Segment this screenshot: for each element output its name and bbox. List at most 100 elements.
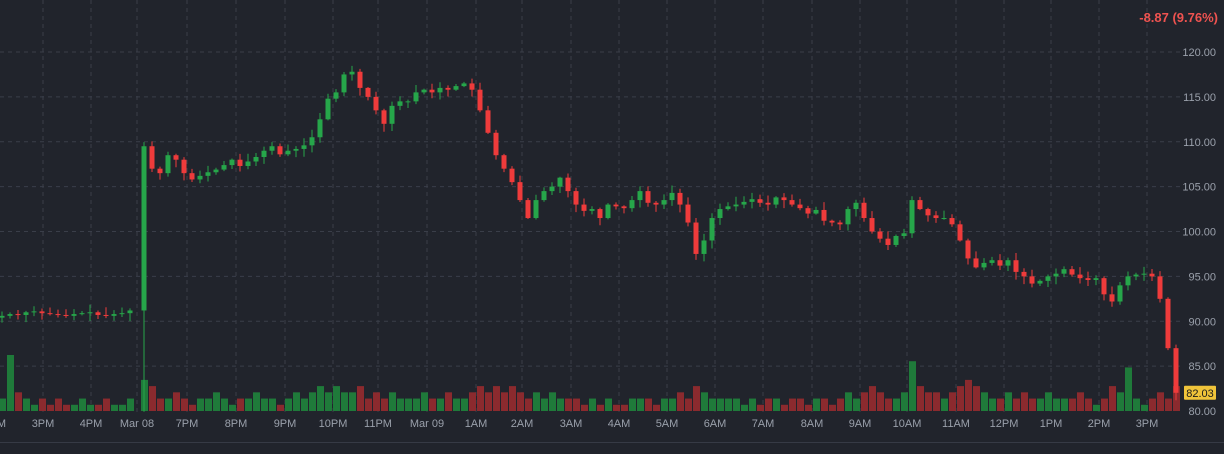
candle-body bbox=[55, 314, 61, 316]
candle-body bbox=[589, 209, 595, 211]
x-tick-label: 5AM bbox=[656, 418, 679, 430]
candle-body bbox=[549, 186, 555, 192]
volume-bar bbox=[549, 392, 556, 411]
candle-body bbox=[341, 74, 347, 93]
volume-bar bbox=[917, 386, 924, 411]
x-tick-label: 9PM bbox=[274, 418, 297, 430]
x-tick-label-partial: M bbox=[0, 418, 6, 430]
volume-bar bbox=[629, 398, 636, 411]
volume-bar bbox=[789, 398, 796, 411]
candle-body bbox=[87, 312, 93, 314]
candle-body bbox=[285, 150, 291, 155]
volume-bar bbox=[173, 392, 180, 411]
volume-bar bbox=[189, 404, 196, 411]
volume-bar bbox=[477, 386, 484, 411]
volume-bar bbox=[1085, 398, 1092, 411]
volume-bar bbox=[213, 392, 220, 411]
volume-bar bbox=[413, 398, 420, 411]
x-tick-label: 11AM bbox=[942, 418, 970, 430]
candle-body bbox=[565, 177, 571, 192]
y-tick-label: 80.00 bbox=[1188, 406, 1216, 418]
volume-bar bbox=[653, 404, 660, 411]
x-tick-label: 3AM bbox=[560, 418, 583, 430]
candle-body bbox=[1149, 273, 1155, 277]
y-tick-label: 110.00 bbox=[1183, 137, 1216, 149]
candle-body bbox=[445, 87, 451, 90]
volume-bar bbox=[933, 392, 940, 411]
volume-bar bbox=[685, 398, 692, 411]
x-tick-label: Mar 08 bbox=[120, 418, 154, 430]
volume-bar bbox=[421, 392, 428, 411]
volume-bar bbox=[909, 361, 916, 411]
candle-body bbox=[1085, 278, 1091, 280]
candle-body bbox=[173, 155, 179, 160]
volume-bar bbox=[157, 398, 164, 411]
volume-bar bbox=[7, 355, 14, 411]
volume-bar bbox=[525, 398, 532, 411]
candle-body bbox=[301, 145, 307, 149]
volume-bar bbox=[1021, 392, 1028, 411]
volume-bar bbox=[445, 392, 452, 411]
candle-body bbox=[71, 314, 77, 316]
x-tick-label: 3PM bbox=[1136, 418, 1159, 430]
candle-body bbox=[229, 159, 235, 166]
price-change: -8.87 (9.76%) bbox=[1139, 10, 1218, 25]
volume-bar bbox=[925, 392, 932, 411]
volume-bar bbox=[1165, 398, 1172, 411]
x-tick-label: 10AM bbox=[893, 418, 922, 430]
volume-bar bbox=[47, 404, 54, 411]
candle-body bbox=[573, 191, 579, 205]
volume-bar bbox=[869, 386, 876, 411]
candle-body bbox=[245, 161, 251, 166]
candle-body bbox=[885, 238, 891, 245]
x-tick-label: 11PM bbox=[364, 418, 392, 430]
volume-bar bbox=[55, 398, 62, 411]
candle-body bbox=[1045, 276, 1051, 281]
volume-bar bbox=[501, 392, 508, 411]
volume-bar bbox=[1157, 392, 1164, 411]
candle-body bbox=[221, 165, 227, 170]
volume-bar bbox=[845, 392, 852, 411]
candle-body bbox=[189, 173, 195, 180]
candle-body bbox=[237, 159, 243, 166]
y-tick-label: 85.00 bbox=[1188, 361, 1216, 373]
candle-body bbox=[669, 192, 675, 201]
volume-bar bbox=[989, 398, 996, 411]
candle-body bbox=[861, 202, 867, 219]
volume-bar bbox=[1149, 398, 1156, 411]
volume-bar bbox=[1077, 392, 1084, 411]
candle-body bbox=[197, 175, 203, 180]
volume-bar bbox=[741, 404, 748, 411]
candle-body bbox=[95, 312, 101, 315]
candle-body bbox=[1173, 348, 1179, 393]
volume-bar bbox=[493, 386, 500, 411]
candle-body bbox=[1125, 276, 1131, 286]
candle-body bbox=[333, 92, 339, 99]
candle-body bbox=[1093, 278, 1099, 280]
candle-body bbox=[789, 200, 795, 205]
volume-bar bbox=[365, 398, 372, 411]
volume-bar bbox=[87, 404, 94, 411]
x-tick-label: 6AM bbox=[704, 418, 727, 430]
candle-body bbox=[693, 222, 699, 254]
volume-bar bbox=[277, 404, 284, 411]
x-tick-label: 4AM bbox=[608, 418, 631, 430]
volume-bar bbox=[781, 404, 788, 411]
candle-body bbox=[1117, 285, 1123, 302]
candle-body bbox=[469, 83, 475, 90]
volume-bar bbox=[677, 392, 684, 411]
candle-body bbox=[509, 168, 515, 183]
candle-body bbox=[1133, 274, 1139, 277]
candle-body bbox=[103, 314, 109, 316]
volume-bar bbox=[71, 404, 78, 411]
y-tick-label: 105.00 bbox=[1182, 182, 1216, 194]
candle-body bbox=[909, 200, 915, 234]
candle-body bbox=[605, 204, 611, 219]
volume-bar bbox=[103, 398, 110, 411]
candle-body bbox=[493, 132, 499, 156]
candle-body bbox=[941, 218, 947, 220]
candle-body bbox=[1141, 273, 1147, 275]
volume-bar bbox=[597, 404, 604, 411]
volume-bar bbox=[861, 392, 868, 411]
